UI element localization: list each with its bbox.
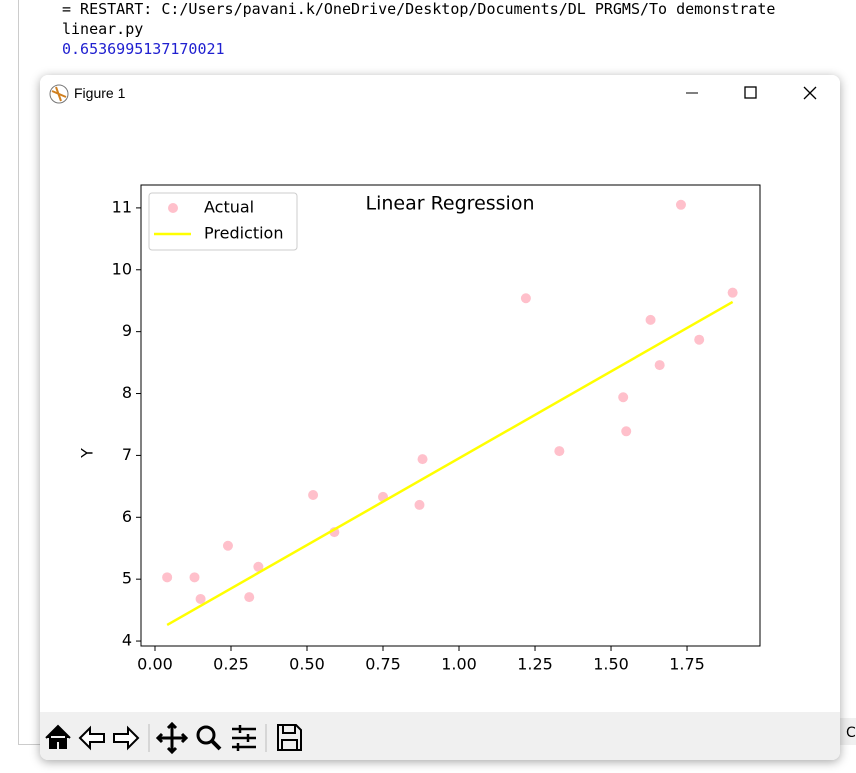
point [162,572,173,583]
x-tick-label: 0.25 [213,655,249,674]
maximize-button[interactable] [744,86,757,99]
home-button[interactable] [45,724,71,749]
point [618,392,629,403]
x-tick-label: 1.00 [441,655,477,674]
y-tick-label: 9 [122,321,132,340]
legend-box [148,192,298,251]
window-controls [686,86,817,100]
save-button[interactable] [277,724,302,751]
toolbar [40,712,840,760]
point [645,314,656,325]
y-tick-label: 8 [122,383,132,402]
point [694,334,705,345]
point [222,540,233,551]
legend-marker [168,203,178,213]
forward-button[interactable] [113,725,140,751]
idle-left-edge [18,0,19,745]
y-tick-label: 10 [112,259,132,278]
close-button[interactable] [803,86,817,100]
point [554,446,565,457]
point [621,426,632,437]
chart-title: Linear Regression [365,193,534,215]
point [308,490,319,501]
zoom-button[interactable] [196,725,222,751]
y-tick-label: 7 [122,445,132,464]
toolbar-icons [45,721,302,755]
x-tick-label: 0.00 [137,655,173,674]
figure-window: Figure 1 Linear Regression X Y 0.000.250… [40,75,840,760]
y-tick-label: 4 [122,631,132,650]
console-line: linear.py [62,20,144,38]
x-tick-label: 1.75 [669,655,705,674]
line [166,300,734,627]
y-axis-label: Y [78,448,97,459]
point [417,454,428,465]
plot-frame [140,184,761,647]
point [189,572,200,583]
window-title: Figure 1 [74,85,126,101]
point [520,293,531,304]
x-tick-label: 1.25 [517,655,553,674]
point [195,593,206,604]
point [253,561,264,572]
x-tick-label: 0.75 [365,655,401,674]
point [244,592,255,603]
status-text: C [846,725,856,741]
x-tick-label: 0.50 [289,655,325,674]
console-line: = RESTART: C:/Users/pavani.k/OneDrive/De… [62,0,776,18]
point [654,360,665,371]
y-tick-label: 11 [112,197,132,216]
legend-label: Actual [204,198,254,217]
app-icon [49,84,69,104]
back-button[interactable] [78,725,105,751]
chart: Linear Regression X Y 0.000.250.500.751.… [78,184,761,674]
point [675,199,686,210]
y-tick-label: 5 [122,569,132,588]
configure-button[interactable] [232,725,256,751]
point [727,287,738,298]
title-bar: Figure 1 [40,75,840,112]
legend-label: Prediction [204,224,283,243]
point [414,499,425,510]
console-output: 0.6536995137170021 [62,40,225,58]
y-tick-label: 6 [122,507,132,526]
pan-button[interactable] [155,721,189,755]
x-tick-label: 1.50 [593,655,629,674]
